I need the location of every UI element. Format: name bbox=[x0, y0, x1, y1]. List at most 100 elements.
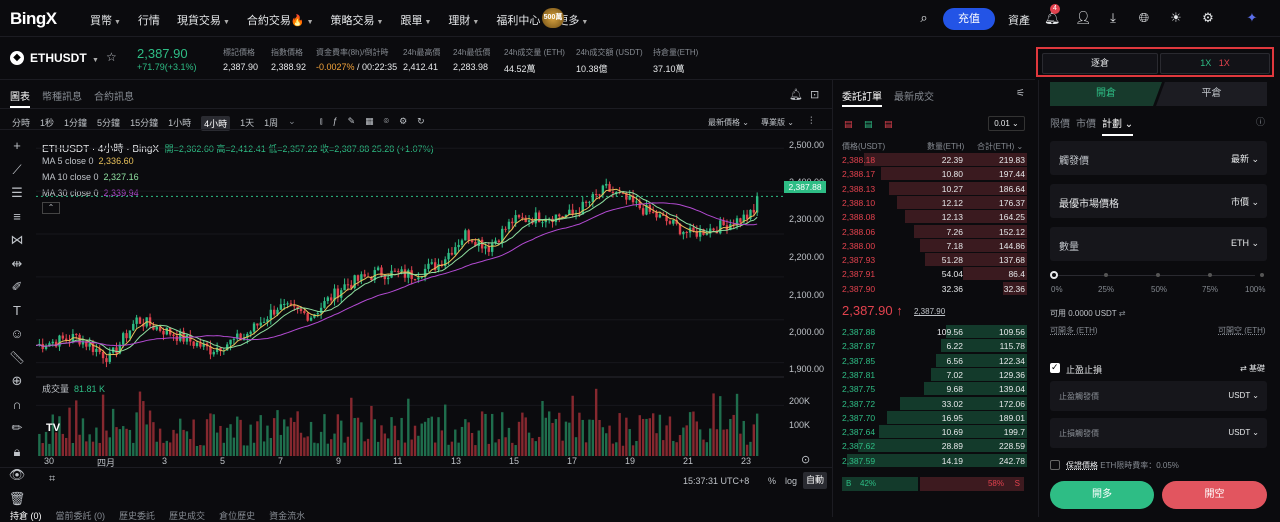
bid-row[interactable]: 2,387.72 33.02 172.06 bbox=[842, 396, 1027, 411]
tab-recent-trades[interactable]: 最新成交 bbox=[894, 92, 934, 103]
bingx-logo[interactable]: BingX bbox=[10, 9, 57, 28]
log-scale-toggle[interactable]: log bbox=[785, 476, 798, 486]
percent-scale-toggle[interactable]: % bbox=[768, 476, 777, 486]
theme-icon[interactable]: ☀ bbox=[1170, 10, 1182, 25]
tab-open-orders[interactable]: 當前委託 (0) bbox=[55, 511, 106, 521]
menu-buy-crypto[interactable]: 買幣 ▼ bbox=[90, 15, 121, 27]
deposit-button[interactable]: 充值 bbox=[943, 8, 995, 30]
assets-link[interactable]: 資產 bbox=[1008, 15, 1030, 27]
tab-chart[interactable]: 圖表 bbox=[10, 88, 30, 108]
take-profit-field[interactable]: 止盈觸發價 USDT ⌄ bbox=[1050, 381, 1267, 411]
auto-scale-toggle[interactable]: 自動 bbox=[803, 472, 827, 489]
tick-size-select[interactable]: 0.01 ⌄ bbox=[988, 116, 1025, 131]
book-settings-icon[interactable]: ⚟ bbox=[1016, 88, 1025, 99]
close-position-tab[interactable]: 平倉 bbox=[1156, 82, 1267, 106]
interval-more-icon[interactable]: ⌄ bbox=[288, 116, 296, 126]
reset-icon[interactable]: ↻ bbox=[417, 116, 425, 126]
ruler-icon[interactable]: 📏︎ bbox=[8, 349, 26, 365]
bid-row[interactable]: 2,387.75 9.68 139.04 bbox=[842, 382, 1027, 396]
tab-coin-info[interactable]: 幣種訊息 bbox=[42, 92, 82, 103]
bid-row[interactable]: 2,387.64 10.69 199.7 bbox=[842, 425, 1027, 439]
open-position-tab[interactable]: 開倉 bbox=[1050, 82, 1162, 106]
menu-earn[interactable]: 理財 ▼ bbox=[448, 15, 480, 27]
interval-1h[interactable]: 1小時 bbox=[168, 118, 192, 128]
menu-strategy[interactable]: 策略交易 ▼ bbox=[330, 15, 384, 27]
view-bids-icon[interactable]: ▤ bbox=[864, 119, 873, 129]
ask-row[interactable]: 2,388.17 10.80 197.44 bbox=[842, 167, 1027, 181]
lock-icon[interactable]: 🔒︎ bbox=[13, 443, 21, 459]
ask-row[interactable]: 2,388.18 22.39 219.83 bbox=[842, 153, 1027, 167]
goto-date-icon[interactable]: ⊙ bbox=[801, 454, 811, 466]
tab-contract-info[interactable]: 合約訊息 bbox=[94, 92, 134, 103]
menu-rewards[interactable]: 福利中心 bbox=[496, 15, 541, 27]
interval-timeline[interactable]: 分時 bbox=[12, 118, 31, 128]
bid-row[interactable]: 2,387.59 14.19 242.78 bbox=[842, 453, 1027, 468]
menu-futures[interactable]: 合約交易🔥 ▼ bbox=[246, 15, 314, 27]
interval-15m[interactable]: 15分鐘 bbox=[130, 118, 159, 128]
menu-markets[interactable]: 行情 bbox=[137, 15, 160, 27]
tpsl-mode-toggle[interactable]: ⇄ 基礎 bbox=[1240, 364, 1265, 373]
trendline-icon[interactable]: ⟋ bbox=[12, 161, 22, 177]
info-icon[interactable]: ⓘ bbox=[1256, 117, 1266, 127]
slider-tick[interactable] bbox=[1260, 273, 1264, 277]
candle-type-icon[interactable]: ⫾ bbox=[319, 116, 323, 126]
interval-1w[interactable]: 1周 bbox=[264, 118, 279, 128]
trash-icon[interactable]: 🗑︎ bbox=[8, 490, 26, 506]
horizontal-lines-icon[interactable]: ☰ bbox=[11, 185, 23, 200]
download-icon[interactable]: ⤓ bbox=[1110, 10, 1116, 25]
ask-row[interactable]: 2,388.13 10.27 186.64 bbox=[842, 181, 1027, 196]
alert-bell-icon[interactable]: 🔔︎ bbox=[789, 89, 803, 101]
globe-icon[interactable]: 🌐︎ bbox=[1138, 10, 1150, 25]
tab-order-history[interactable]: 歷史委託 bbox=[119, 511, 156, 521]
pattern-icon[interactable]: ⋈ bbox=[10, 232, 24, 247]
transfer-icon[interactable]: ⇄ bbox=[1118, 309, 1126, 318]
brush-icon[interactable]: ✐ bbox=[11, 279, 23, 294]
bid-row[interactable]: 2,387.88 109.56 109.56 bbox=[842, 325, 1027, 339]
avatar[interactable]: ✦ bbox=[1246, 10, 1258, 25]
slider-tick[interactable] bbox=[1208, 273, 1212, 277]
interval-1d[interactable]: 1天 bbox=[240, 118, 255, 128]
interval-4h[interactable]: 4小時 bbox=[201, 116, 231, 131]
chart-options-icon[interactable]: ⫶ bbox=[810, 116, 813, 127]
favorite-star-icon[interactable]: ☆ bbox=[106, 50, 117, 64]
ask-row[interactable]: 2,387.91 54.04 86.4 bbox=[842, 267, 1027, 281]
leverage-button[interactable]: 1X 1X bbox=[1160, 53, 1270, 74]
fib-icon[interactable]: ≡ bbox=[13, 208, 21, 224]
ask-row[interactable]: 2,387.93 51.28 137.68 bbox=[842, 253, 1027, 267]
guarantee-checkbox[interactable] bbox=[1050, 460, 1060, 470]
slider-handle[interactable] bbox=[1050, 271, 1058, 279]
interval-1s[interactable]: 1秒 bbox=[40, 118, 55, 128]
quantity-field[interactable]: 數量 ETH ⌄ bbox=[1050, 227, 1267, 261]
tab-trade-history[interactable]: 歷史成交 bbox=[169, 511, 206, 521]
draw-icon[interactable]: ✎ bbox=[347, 116, 356, 126]
ask-row[interactable]: 2,388.00 7.18 144.86 bbox=[842, 238, 1027, 253]
symbol-selector[interactable]: ETHUSDT ▼ bbox=[30, 51, 99, 65]
tab-position-history[interactable]: 倉位歷史 bbox=[219, 511, 256, 521]
interval-1m[interactable]: 1分鐘 bbox=[64, 118, 88, 128]
menu-spot[interactable]: 現貨交易 ▼ bbox=[176, 15, 230, 27]
view-asks-icon[interactable]: ▤ bbox=[884, 119, 893, 129]
text-icon[interactable]: T bbox=[13, 302, 21, 318]
eye-icon[interactable]: 👁︎ bbox=[8, 467, 26, 482]
qty-slider[interactable] bbox=[1054, 275, 1255, 276]
candlestick-chart[interactable] bbox=[36, 134, 784, 464]
layout-icon[interactable]: ▦ bbox=[365, 116, 374, 126]
lock-draw-icon[interactable]: ✏ bbox=[11, 420, 23, 435]
slider-tick[interactable] bbox=[1156, 273, 1160, 277]
menu-copytrade[interactable]: 跟單 ▼ bbox=[400, 15, 432, 27]
order-type-market[interactable]: 市價 bbox=[1076, 119, 1096, 130]
crosshair-icon[interactable]: + bbox=[13, 138, 21, 153]
search-icon[interactable]: ⌕ bbox=[920, 10, 928, 25]
bid-row[interactable]: 2,387.81 7.02 129.36 bbox=[842, 367, 1027, 382]
tab-positions[interactable]: 持倉 (0) bbox=[10, 511, 42, 521]
tab-funding-flow[interactable]: 資金流水 bbox=[269, 511, 306, 521]
settings-icon[interactable]: ⚙ bbox=[1202, 10, 1214, 25]
open-long-button[interactable]: 開多 bbox=[1050, 481, 1154, 509]
emoji-icon[interactable]: ☺ bbox=[10, 326, 24, 341]
order-type-plan[interactable]: 計劃 ⌄ bbox=[1102, 115, 1134, 136]
slider-tick[interactable] bbox=[1104, 273, 1108, 277]
collapse-legend-button[interactable]: ⌃ bbox=[42, 202, 60, 214]
camera-icon[interactable]: ⌾ bbox=[383, 116, 390, 126]
stop-loss-field[interactable]: 止損觸發價 USDT ⌄ bbox=[1050, 418, 1267, 448]
open-short-button[interactable]: 開空 bbox=[1162, 481, 1267, 509]
